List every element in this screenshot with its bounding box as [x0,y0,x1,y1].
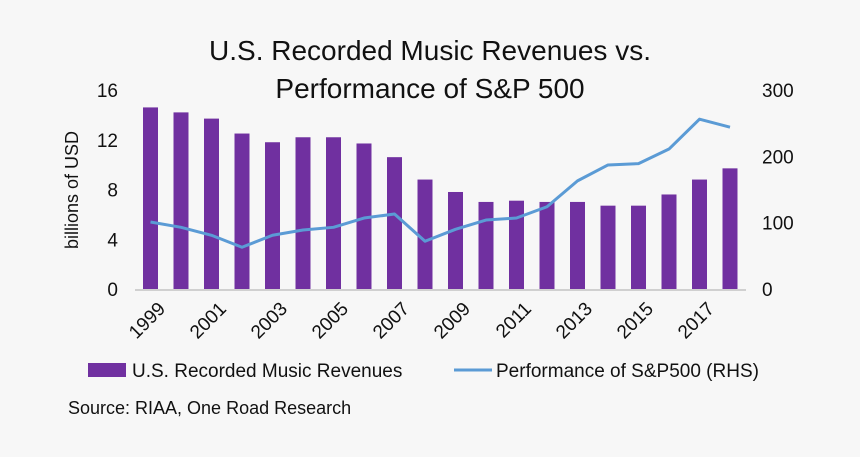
bar-2014 [600,205,616,289]
x-tick-label: 2009 [430,299,475,344]
x-tick-label: 2003 [247,299,292,344]
x-tick-label: 2007 [369,299,414,344]
legend-label-revenues: U.S. Recorded Music Revenues [132,361,402,382]
bar-2015 [631,205,646,289]
y2-tick-label: 0 [762,280,773,301]
y-axis-label: billions of USD [62,131,82,249]
bar-2000 [173,112,189,289]
legend-swatch-revenues [88,363,126,377]
x-tick-label: 2015 [613,299,658,344]
bar-2012 [539,201,555,289]
x-tick-label: 2013 [552,299,597,344]
y2-tick-label: 200 [762,147,794,168]
bar-2008 [417,179,433,289]
chart-title-line2: Performance of S&P 500 [275,73,584,104]
x-tick-label: 2001 [186,299,231,344]
bar-2013 [570,201,585,289]
bar-2016 [661,194,677,289]
bar-2018 [722,168,738,289]
bar-2007 [387,157,402,289]
chart-title-line1: U.S. Recorded Music Revenues vs. [209,35,651,66]
legend: U.S. Recorded Music Revenues Performance… [88,361,759,382]
bar-2001 [204,118,219,289]
bar-2005 [326,137,341,289]
bar-2017 [692,179,707,289]
source-note: Source: RIAA, One Road Research [68,398,351,418]
legend-label-sp500: Performance of S&P500 (RHS) [496,361,759,382]
x-tick-label: 2005 [308,299,353,344]
bar-2009 [448,191,463,289]
y-tick-label: 12 [97,131,118,152]
y2-tick-label: 300 [762,81,794,102]
y-tick-label: 0 [107,280,118,301]
sp500-line [150,117,731,249]
bar-2003 [265,142,280,289]
bar-2011 [509,200,524,289]
bar-1999 [143,107,158,289]
y2-tick-label: 100 [762,214,794,235]
bar-2004 [295,137,311,289]
y-tick-label: 4 [107,230,118,251]
x-tick-label: 2011 [492,299,536,343]
bar-2002 [234,133,250,289]
x-tick-label: 1999 [125,299,170,344]
bar-2010 [478,201,494,289]
x-tick-label: 2017 [674,299,719,344]
bar-2006 [356,143,372,289]
y-tick-label: 16 [97,81,118,102]
y-tick-label: 8 [107,181,118,202]
